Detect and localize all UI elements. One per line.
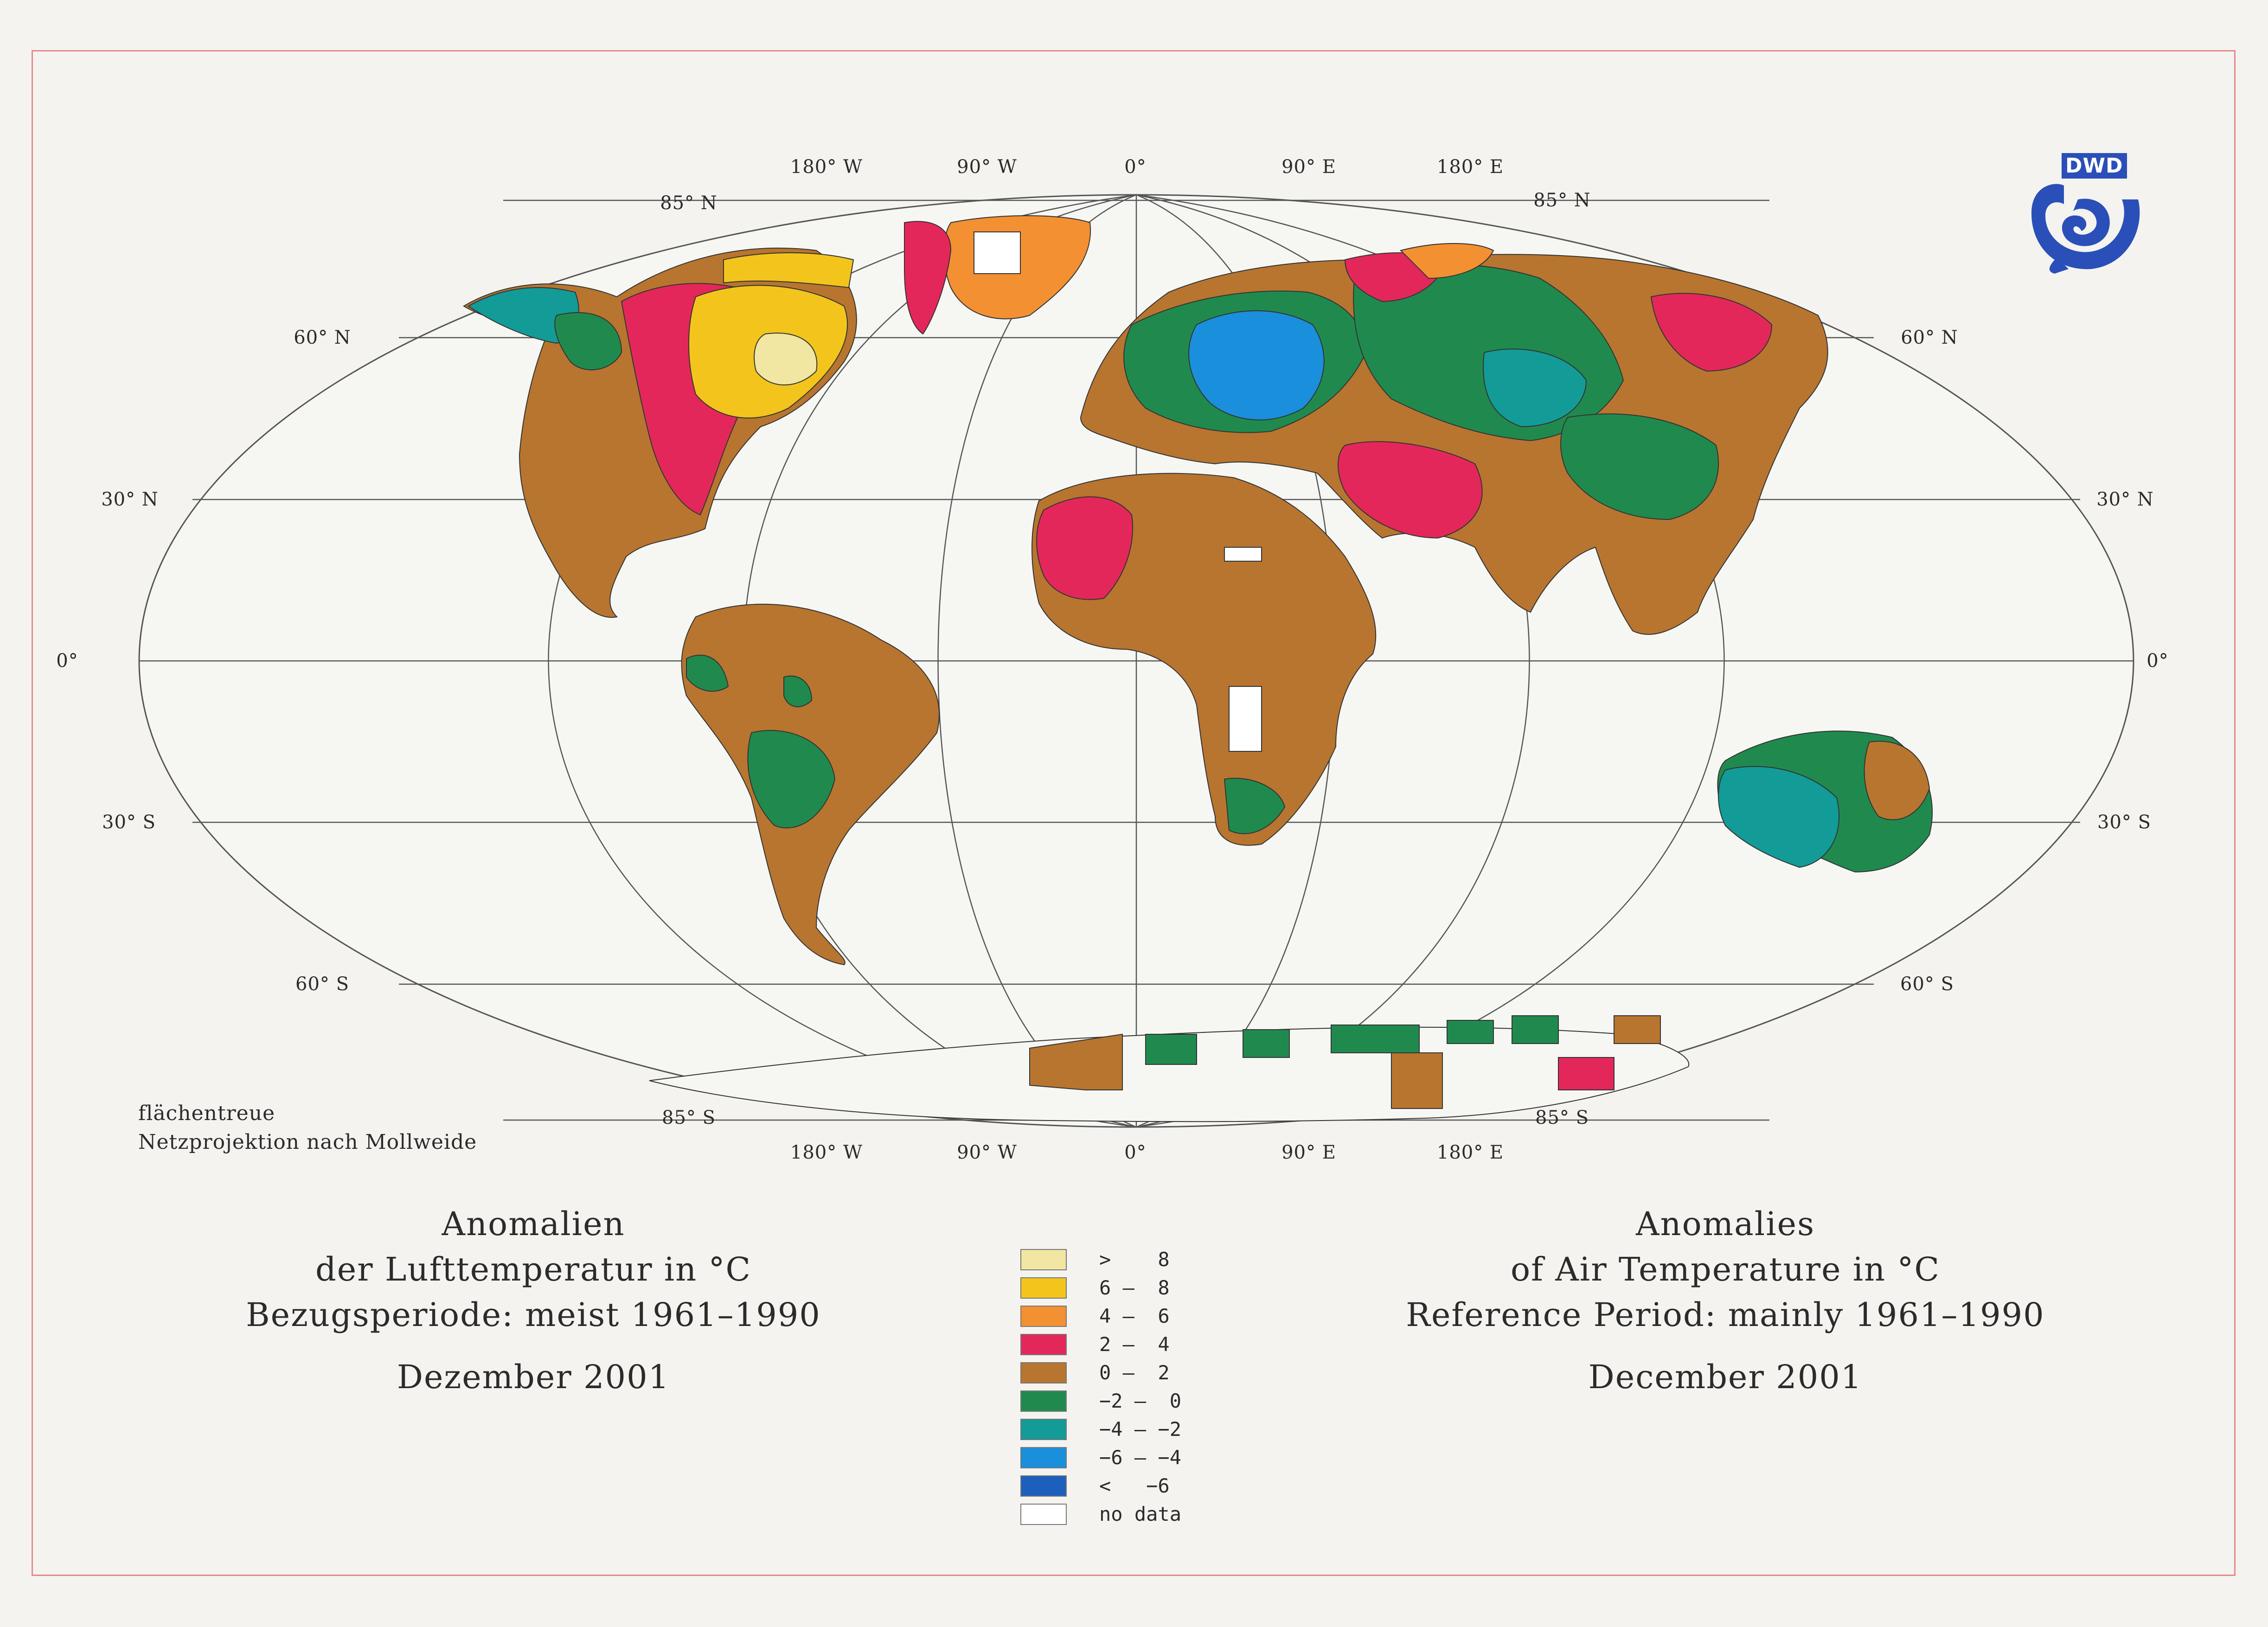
legend-row: < −6 bbox=[1020, 1472, 1181, 1500]
legend-swatch bbox=[1020, 1475, 1067, 1497]
legend-row: 4 – 6 bbox=[1020, 1302, 1181, 1330]
legend-label: −2 – 0 bbox=[1099, 1390, 1182, 1412]
lat-label-30s-right: 30° S bbox=[2097, 812, 2152, 833]
lat-label-30s-left: 30° S bbox=[102, 812, 156, 833]
legend-swatch bbox=[1020, 1333, 1067, 1355]
title-en-line2: of Air Temperature in °C bbox=[1510, 1250, 1941, 1288]
title-de-line3: Bezugsperiode: meist 1961–1990 bbox=[246, 1296, 821, 1334]
antarctica bbox=[649, 1015, 1690, 1122]
lon-label-bottom-180e: 180° E bbox=[1436, 1142, 1504, 1163]
legend-swatch bbox=[1020, 1390, 1067, 1412]
title-en-line1: Anomalies bbox=[1635, 1205, 1815, 1243]
color-legend: > 8 6 – 8 4 – 6 2 – 4 0 – 2 −2 – 0 −4 – −2 −6 –… bbox=[1020, 1245, 1181, 1528]
legend-label: 4 – 6 bbox=[1099, 1305, 1170, 1327]
lon-label-top-0: 0° bbox=[1124, 156, 1147, 178]
lat-label-0-right: 0° bbox=[2146, 650, 2169, 672]
north-america bbox=[463, 247, 857, 618]
legend-swatch bbox=[1020, 1305, 1067, 1327]
lat-label-30n-right: 30° N bbox=[2096, 489, 2154, 510]
greenland bbox=[904, 215, 1091, 335]
legend-label: > 8 bbox=[1099, 1248, 1170, 1271]
legend-label: < −6 bbox=[1099, 1474, 1170, 1497]
legend-row: −4 – −2 bbox=[1020, 1415, 1181, 1443]
dwd-logo: DWD bbox=[2013, 148, 2143, 278]
lat-label-85n-right: 85° N bbox=[1533, 190, 1591, 211]
legend-row: no data bbox=[1020, 1500, 1181, 1528]
lat-label-85s-left: 85° S bbox=[661, 1107, 716, 1128]
legend-row: 0 – 2 bbox=[1020, 1358, 1181, 1387]
legend-row: −2 – 0 bbox=[1020, 1387, 1181, 1415]
legend-swatch bbox=[1020, 1418, 1067, 1440]
lon-label-top-90e: 90° E bbox=[1281, 156, 1336, 178]
title-de-line2: der Lufttemperatur in °C bbox=[315, 1250, 752, 1288]
legend-label: 0 – 2 bbox=[1099, 1361, 1170, 1384]
projection-note-line2: Netzprojektion nach Mollweide bbox=[138, 1130, 477, 1154]
projection-note: flächentreue Netzprojektion nach Mollwei… bbox=[138, 1099, 477, 1157]
lon-label-bottom-180w: 180° W bbox=[790, 1142, 863, 1163]
south-america bbox=[681, 603, 940, 966]
lat-label-85s-right: 85° S bbox=[1535, 1107, 1589, 1128]
legend-row: −6 – −4 bbox=[1020, 1443, 1181, 1472]
legend-label: no data bbox=[1099, 1503, 1182, 1525]
legend-row: > 8 bbox=[1020, 1245, 1181, 1274]
title-en-line3: Reference Period: mainly 1961–1990 bbox=[1406, 1296, 2045, 1334]
australia bbox=[1717, 730, 1933, 873]
legend-swatch bbox=[1020, 1447, 1067, 1468]
title-german: Anomalien der Lufttemperatur in °C Bezug… bbox=[190, 1201, 877, 1400]
lat-label-30n-left: 30° N bbox=[101, 489, 159, 510]
projection-note-line1: flächentreue bbox=[138, 1102, 275, 1125]
legend-label: −4 – −2 bbox=[1099, 1418, 1182, 1441]
legend-swatch bbox=[1020, 1249, 1067, 1270]
legend-swatch bbox=[1020, 1362, 1067, 1384]
legend-row: 2 – 4 bbox=[1020, 1330, 1181, 1358]
page-frame bbox=[32, 50, 2236, 1576]
legend-label: −6 – −4 bbox=[1099, 1446, 1182, 1469]
title-de-month: Dezember 2001 bbox=[397, 1358, 670, 1396]
africa bbox=[1031, 473, 1377, 846]
lat-label-60s-left: 60° S bbox=[295, 974, 350, 995]
lat-label-0-left: 0° bbox=[56, 650, 78, 672]
legend-label: 2 – 4 bbox=[1099, 1333, 1170, 1356]
lon-label-bottom-90e: 90° E bbox=[1281, 1142, 1336, 1163]
title-english: Anomalies of Air Temperature in °C Refer… bbox=[1336, 1201, 2115, 1400]
lat-label-60n-left: 60° N bbox=[294, 327, 351, 348]
lon-label-top-180w: 180° W bbox=[790, 156, 863, 178]
lon-label-bottom-90w: 90° W bbox=[957, 1142, 1017, 1163]
lat-label-85n-left: 85° N bbox=[660, 192, 718, 214]
legend-row: 6 – 8 bbox=[1020, 1274, 1181, 1302]
lon-label-top-180e: 180° E bbox=[1436, 156, 1504, 178]
legend-swatch bbox=[1020, 1503, 1067, 1525]
lat-label-60s-right: 60° S bbox=[1900, 974, 1954, 995]
dwd-logo-text: DWD bbox=[2062, 153, 2127, 179]
title-en-month: December 2001 bbox=[1588, 1358, 1863, 1396]
dwd-swirl-icon bbox=[2031, 184, 2140, 274]
legend-label: 6 – 8 bbox=[1099, 1276, 1170, 1299]
lon-label-top-90w: 90° W bbox=[957, 156, 1017, 178]
lat-label-60n-right: 60° N bbox=[1901, 327, 1958, 348]
lon-label-bottom-0: 0° bbox=[1124, 1142, 1147, 1163]
legend-swatch bbox=[1020, 1277, 1067, 1299]
eurasia bbox=[1080, 243, 1828, 635]
title-de-line1: Anomalien bbox=[442, 1205, 625, 1243]
